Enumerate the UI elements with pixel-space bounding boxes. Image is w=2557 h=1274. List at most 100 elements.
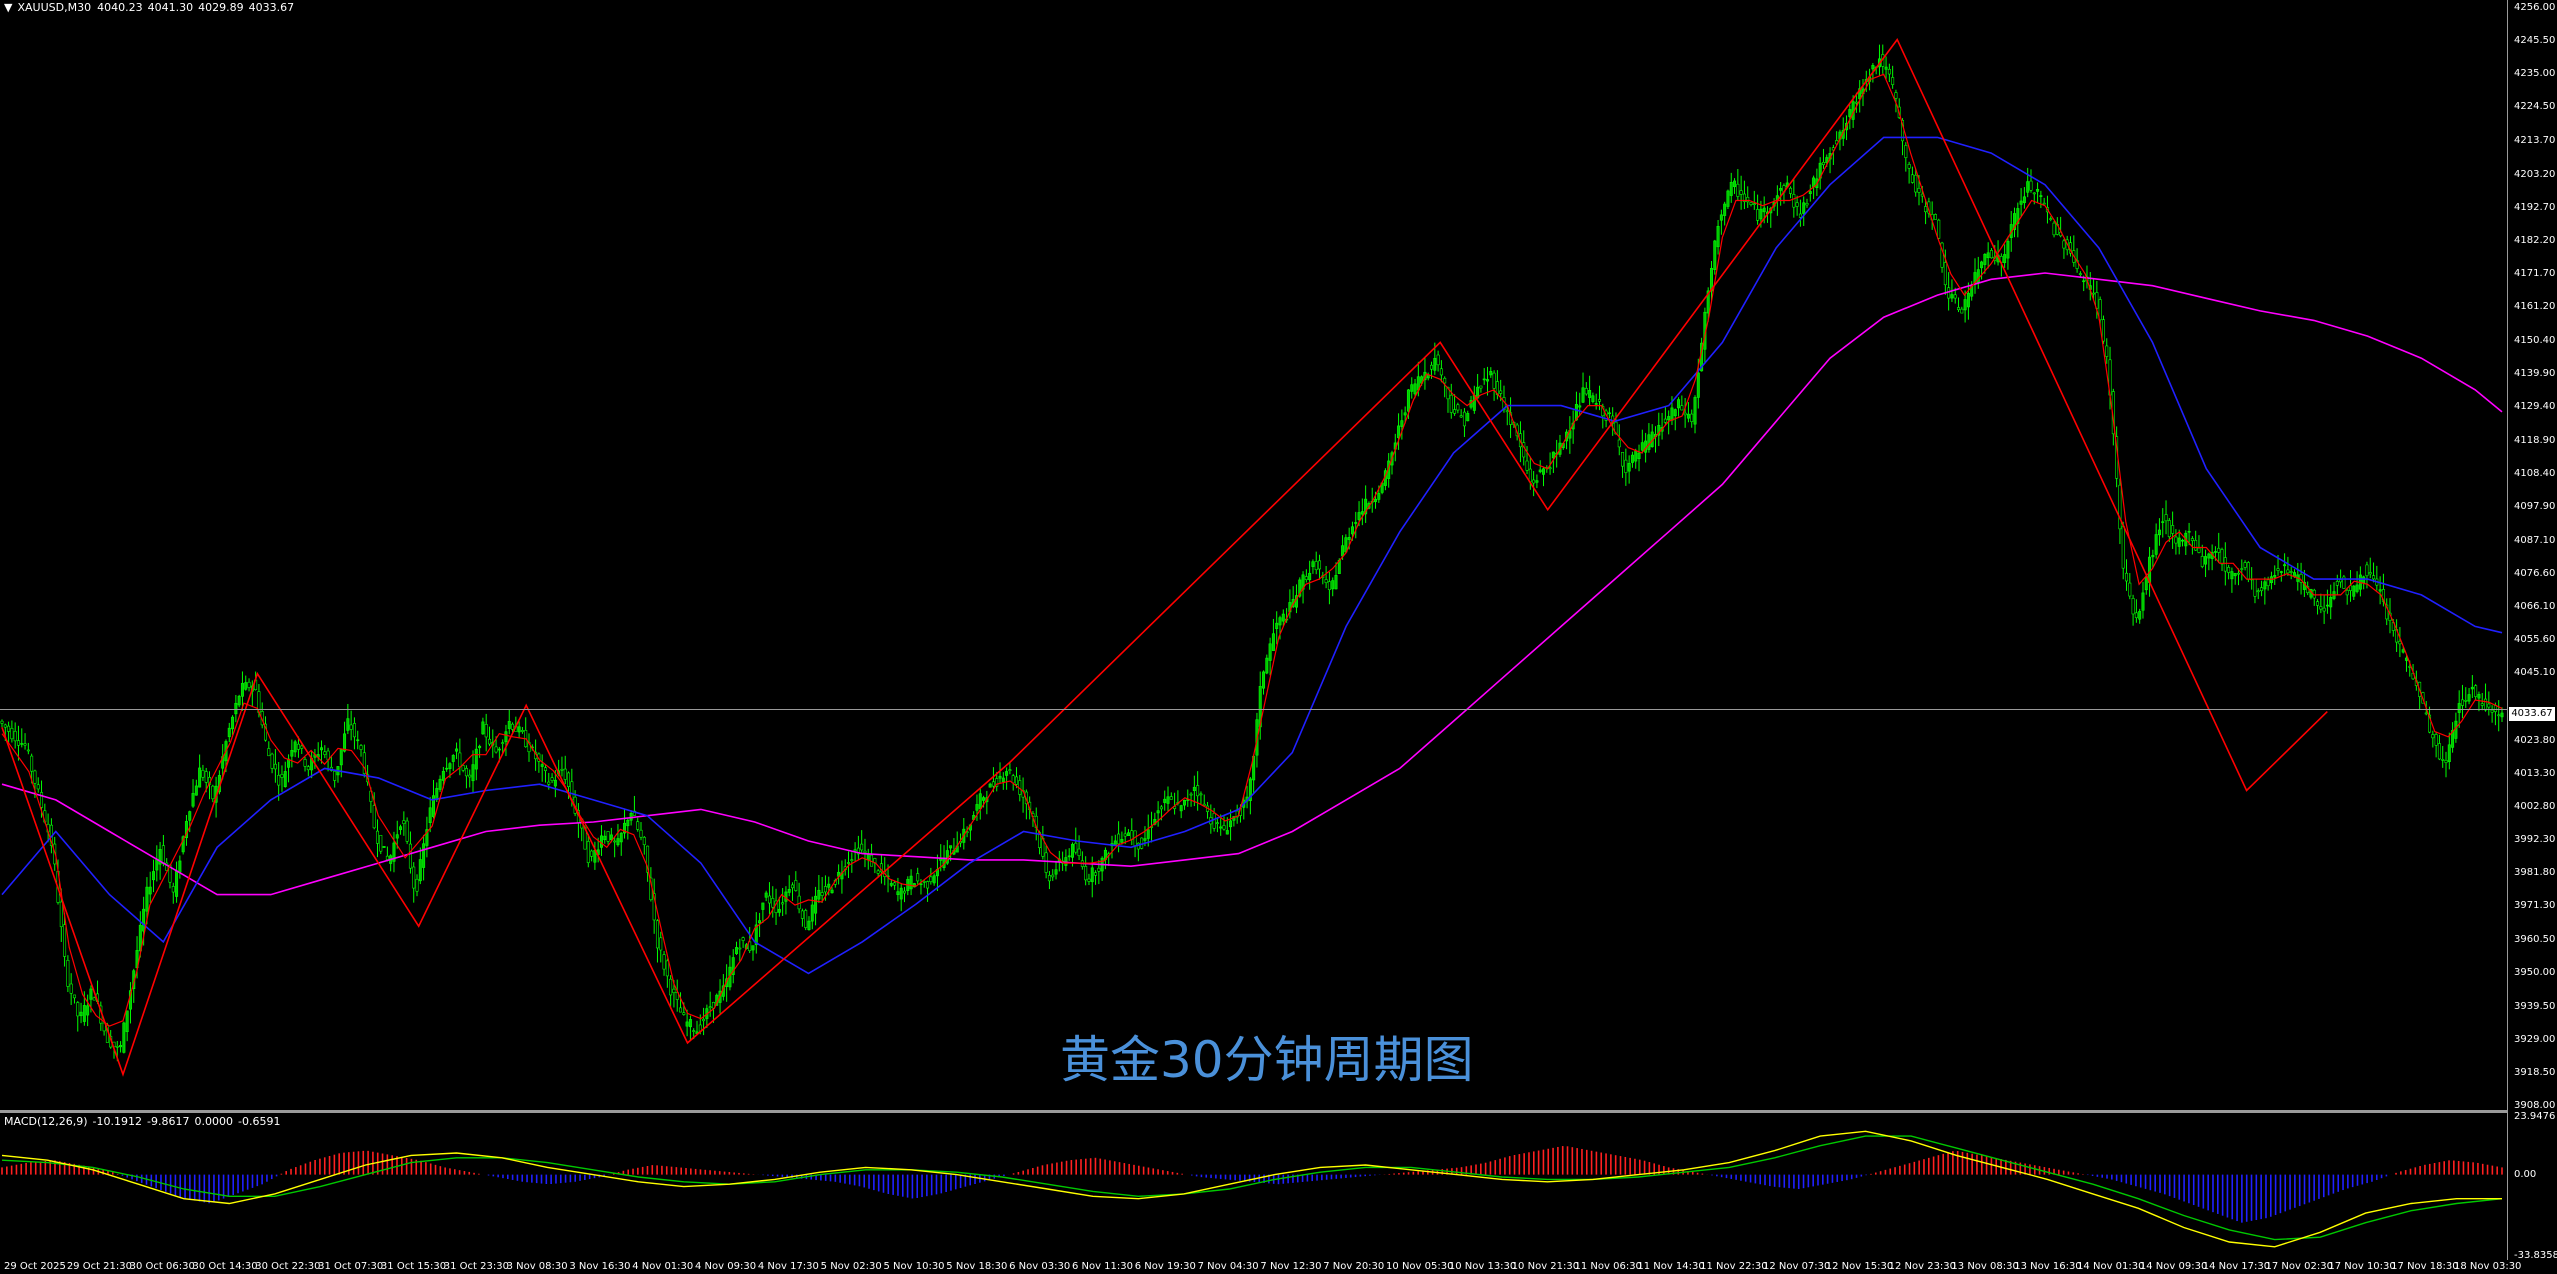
time-tick-label: 14 Nov 09:30 — [2139, 1261, 2208, 1272]
time-tick-label: 4 Nov 09:30 — [695, 1261, 757, 1272]
candle-body — [1578, 405, 1582, 408]
candle-body — [2289, 571, 2293, 573]
candle-body — [1219, 826, 1223, 829]
candle-body — [1430, 364, 1434, 370]
candle-body — [504, 731, 508, 743]
candle-body — [2092, 292, 2096, 295]
candle-body — [949, 845, 953, 849]
candle-body — [1627, 462, 1631, 472]
candle-body — [2398, 640, 2402, 645]
time-tick-label: 5 Nov 18:30 — [946, 1261, 1008, 1272]
time-axis[interactable]: 29 Oct 2025 29 Oct 21:30 30 Oct 06:30 30 Oc… — [0, 1260, 2557, 1274]
candle-body — [82, 1005, 86, 1022]
macd-pane[interactable] — [0, 1113, 2557, 1260]
candle-body — [2437, 743, 2441, 760]
candle-body — [1443, 377, 1447, 384]
candle-body — [86, 1005, 90, 1016]
candle-body — [1805, 203, 1809, 206]
candle-body — [642, 837, 646, 846]
time-tick-label: 12 Nov 07:30 — [1762, 1261, 1831, 1272]
candle-body — [165, 862, 169, 871]
macd-value: -10.1912 — [92, 1115, 143, 1128]
pane-divider[interactable] — [0, 1110, 2508, 1113]
open-value: 4040.23 — [97, 1, 143, 14]
candle-body — [748, 941, 752, 951]
candle-body — [2253, 578, 2257, 597]
candle-body — [145, 886, 149, 912]
candle-body — [767, 895, 771, 904]
candle-body — [978, 793, 982, 809]
candle-body — [122, 1022, 126, 1053]
candle-body — [1169, 796, 1173, 800]
candle-body — [646, 845, 650, 873]
candle-body — [1914, 174, 1918, 193]
candle-body — [2177, 537, 2181, 547]
candle-body — [2378, 589, 2382, 592]
price-tick-label: 3992.30 — [2514, 834, 2556, 846]
candle-body — [379, 834, 383, 852]
candle-body — [613, 840, 617, 843]
candle-body — [1278, 617, 1282, 626]
candle-body — [474, 748, 478, 770]
candle-body — [2500, 712, 2504, 718]
price-tick-label: 4066.10 — [2514, 601, 2556, 613]
candle-body — [1904, 145, 1908, 158]
candle-body — [1281, 613, 1285, 622]
candle-body — [889, 883, 893, 886]
candle-body — [2098, 299, 2102, 321]
price-tick-label: 3908.00 — [2514, 1100, 2556, 1111]
candle-body — [603, 835, 607, 841]
candle-body — [1742, 193, 1746, 202]
candle-body — [13, 730, 17, 742]
candle-body — [2240, 568, 2244, 570]
candle-body — [1736, 183, 1740, 197]
price-tick-label: 4192.70 — [2514, 201, 2556, 213]
candle-body — [1486, 379, 1490, 382]
candle-body — [998, 775, 1002, 779]
candle-body — [1298, 579, 1302, 597]
macd-axis[interactable]: 23.9476 0.00 -33.8358 — [2510, 1111, 2557, 1261]
macd-tick-label: 0.00 — [2514, 1168, 2537, 1180]
candle-body — [300, 745, 304, 749]
collapse-triangle-icon[interactable]: ▼ — [4, 1, 13, 14]
candle-body — [1779, 188, 1783, 191]
price-axis[interactable]: 4256.00 4245.50 4235.00 4224.50 4213.70 4203.… — [2510, 0, 2557, 1111]
candle-body — [1400, 420, 1404, 427]
candle-body — [2401, 649, 2405, 653]
candle-body — [1499, 390, 1503, 394]
candle-body — [1808, 191, 1812, 194]
candle-body — [1957, 307, 1961, 311]
candle-body — [1716, 225, 1720, 248]
candle-body — [2319, 606, 2323, 610]
candle-body — [382, 846, 386, 848]
candle-body — [2039, 195, 2043, 197]
candle-body — [850, 859, 854, 861]
time-tick-label: 6 Nov 11:30 — [1071, 1261, 1133, 1272]
candle-body — [408, 843, 412, 869]
candle-body — [735, 947, 739, 954]
candle-body — [688, 1019, 692, 1028]
candle-body — [1670, 407, 1674, 421]
price-tick-label: 4023.80 — [2514, 734, 2556, 746]
candle-body — [1624, 459, 1628, 473]
candle-body — [76, 1002, 80, 1017]
candle-body — [1347, 537, 1351, 540]
price-tick-label: 3918.50 — [2514, 1066, 2556, 1078]
time-tick-label: 11 Nov 14:30 — [1637, 1261, 1705, 1272]
time-tick-label: 3 Nov 08:30 — [506, 1261, 568, 1272]
candle-body — [26, 749, 30, 752]
candle-body — [1729, 182, 1733, 196]
candle-body — [2167, 520, 2171, 537]
candle-body — [655, 920, 659, 949]
candle-body — [2190, 538, 2194, 542]
candle-body — [1637, 452, 1641, 459]
candle-body — [1696, 372, 1700, 398]
price-chart-pane[interactable] — [0, 0, 2557, 1110]
candle-body — [1413, 383, 1417, 395]
candle-body — [1067, 855, 1071, 858]
candle-body — [1182, 800, 1186, 806]
candle-body — [448, 763, 452, 769]
candle-body — [1166, 796, 1170, 804]
candle-body — [1950, 294, 1954, 299]
candle-body — [1271, 633, 1275, 651]
